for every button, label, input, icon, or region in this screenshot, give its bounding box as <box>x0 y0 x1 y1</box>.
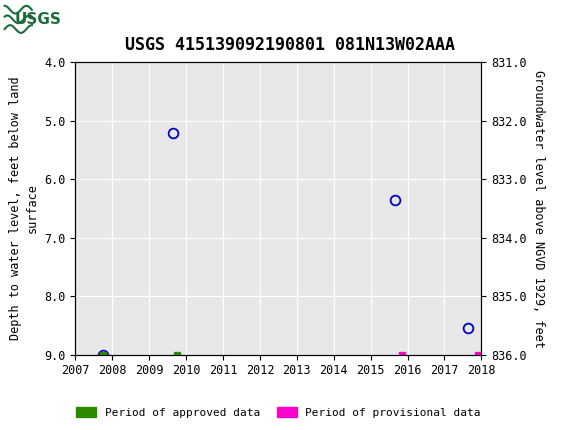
FancyBboxPatch shape <box>3 3 58 36</box>
Text: USGS 415139092190801 081N13W02AAA: USGS 415139092190801 081N13W02AAA <box>125 36 455 54</box>
Text: USGS: USGS <box>14 12 61 27</box>
Y-axis label: Depth to water level, feet below land
surface: Depth to water level, feet below land su… <box>9 77 39 341</box>
Y-axis label: Groundwater level above NGVD 1929, feet: Groundwater level above NGVD 1929, feet <box>532 70 545 347</box>
Legend: Period of approved data, Period of provisional data: Period of approved data, Period of provi… <box>71 403 485 422</box>
